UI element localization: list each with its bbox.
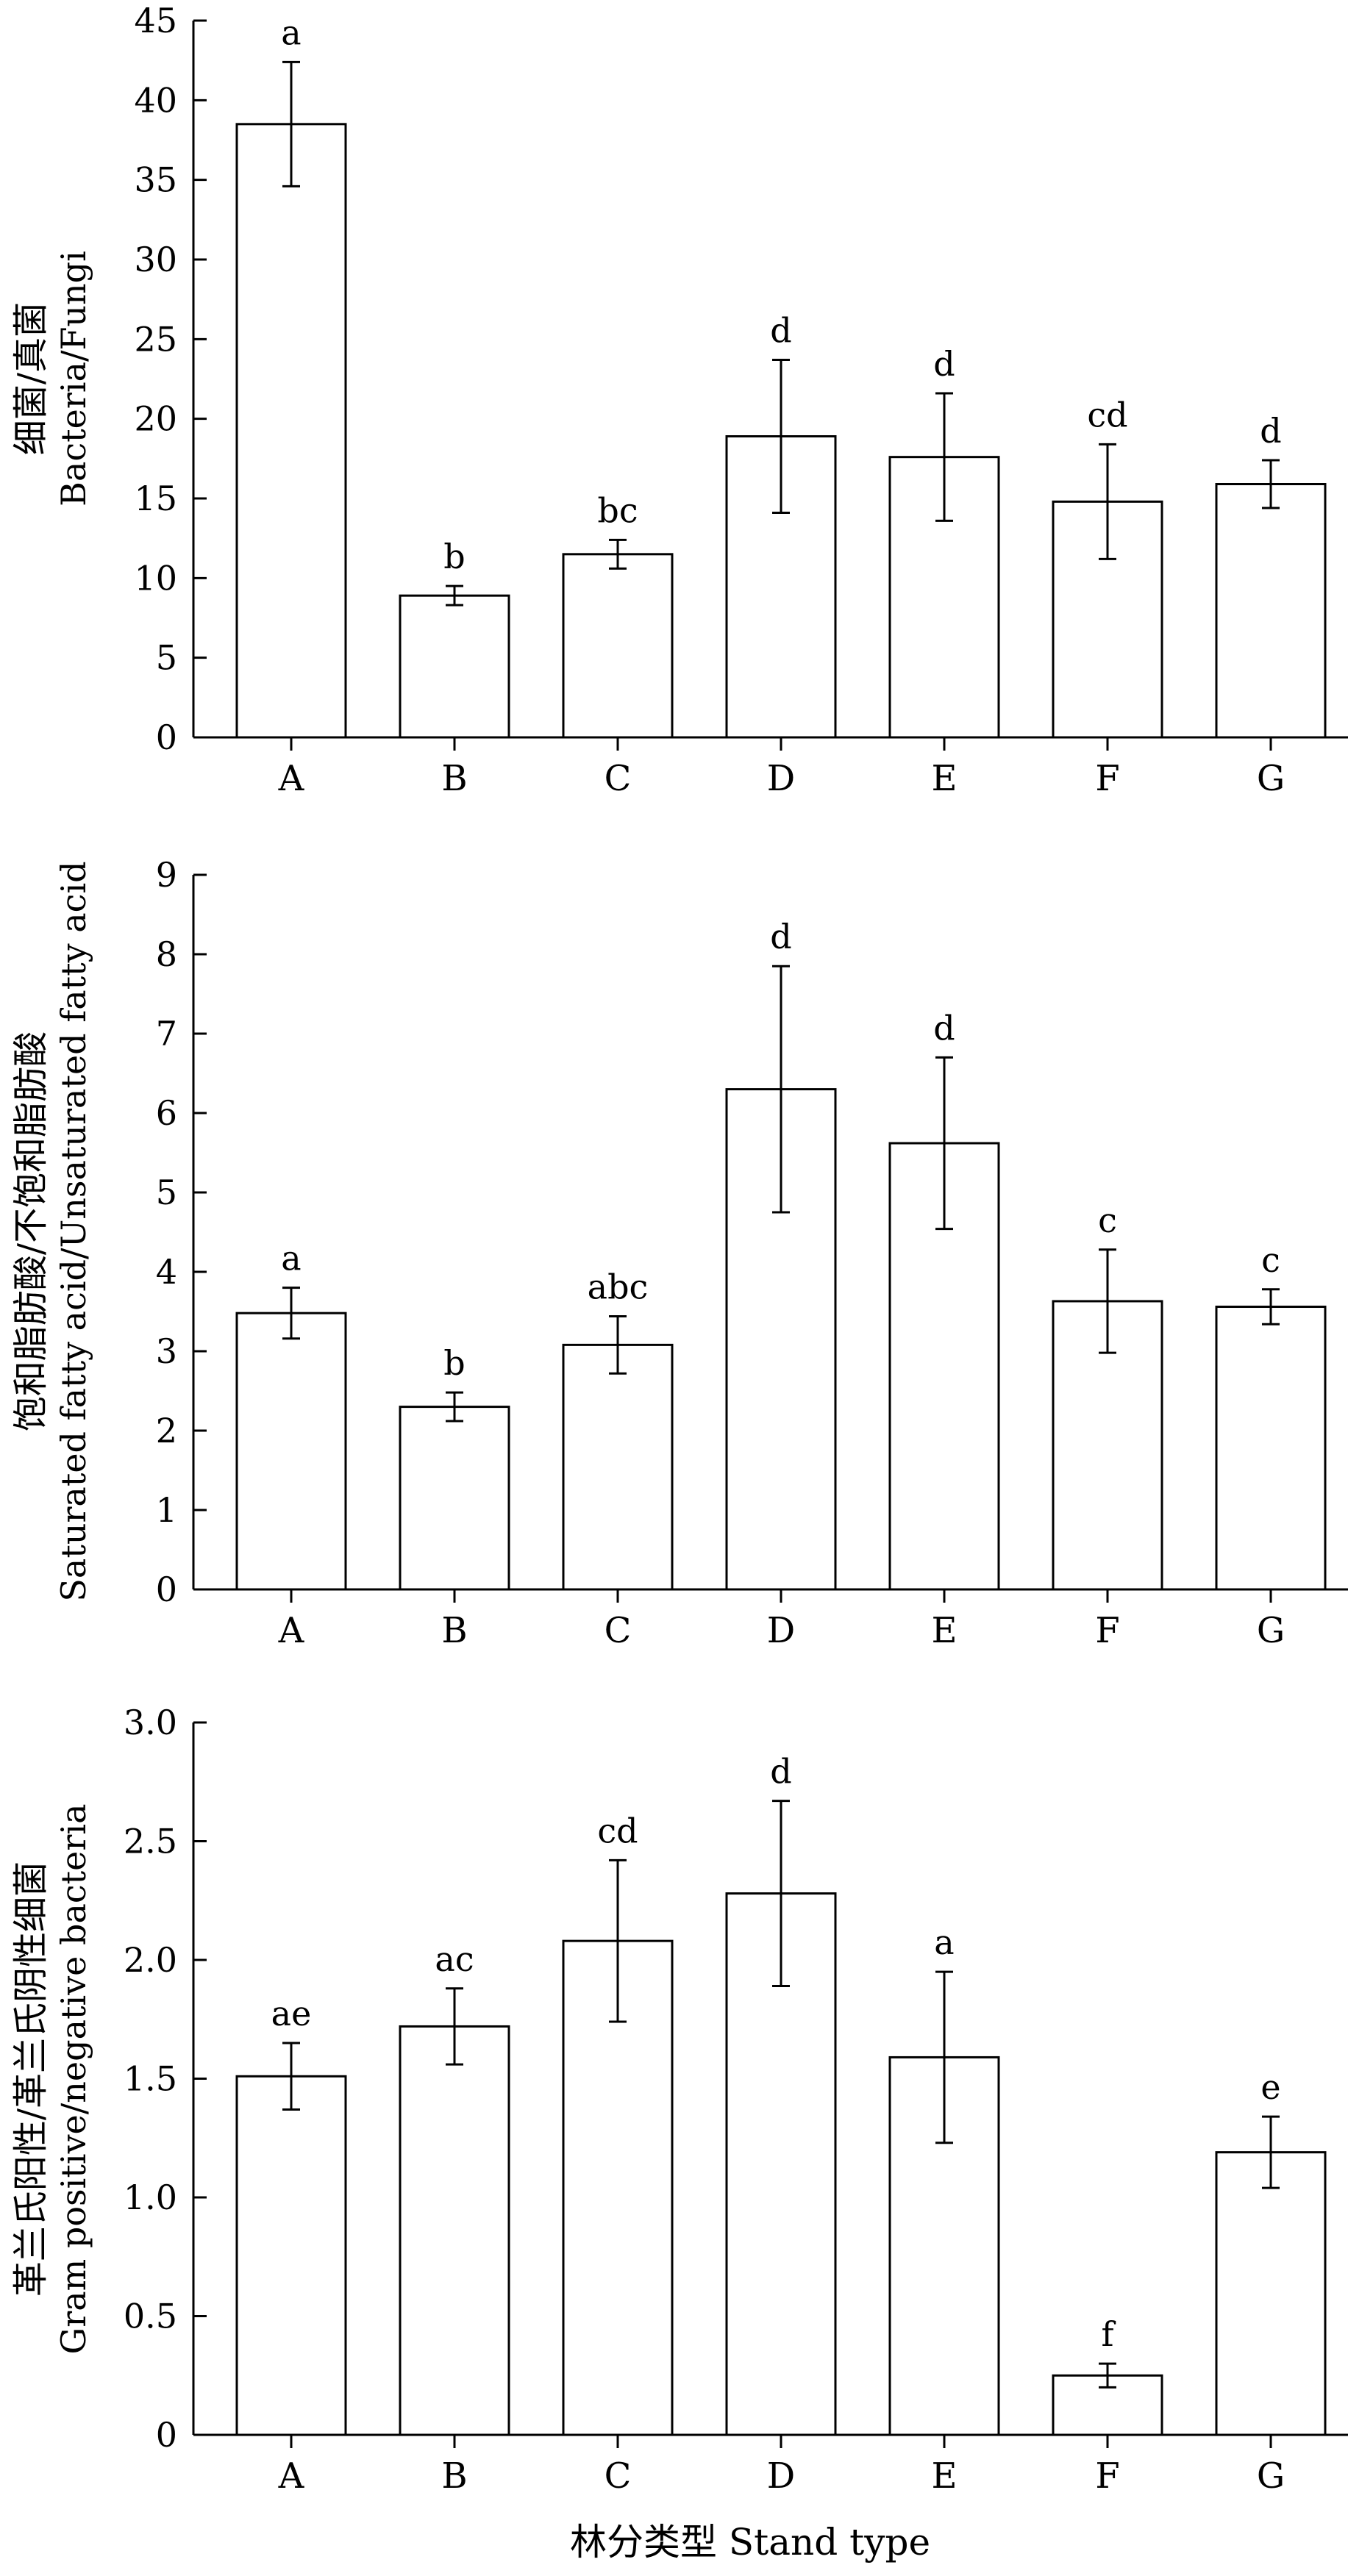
x-tick-label-B: B <box>441 2455 467 2497</box>
x-tick-label-F: F <box>1095 758 1119 799</box>
x-tick-label-D: D <box>767 758 795 799</box>
y-tick-label: 2 <box>156 1411 177 1450</box>
y-tick-label: 35 <box>134 160 177 200</box>
y-axis-label-cn: 饱和脂肪酸/不饱和脂肪酸 <box>10 1031 51 1431</box>
y-tick-label: 0 <box>156 2415 177 2455</box>
y-tick-label: 15 <box>134 479 177 518</box>
x-tick-label-G: G <box>1257 1610 1285 1651</box>
x-tick-label-C: C <box>605 758 632 799</box>
significance-label-F: cd <box>1087 395 1127 434</box>
y-axis-label-en: Gram positive/negative bacteria <box>54 1804 93 2355</box>
x-tick-label-A: A <box>278 2455 305 2497</box>
significance-label-C: bc <box>597 490 638 530</box>
x-tick-label-E: E <box>931 1610 957 1651</box>
x-tick-label-A: A <box>278 1610 305 1651</box>
x-tick-label-F: F <box>1095 1610 1119 1651</box>
chart-panel-2: 0 1 2 3 4 5 6 7 8 9 饱和脂肪酸/不饱和脂肪酸 Saturated fatty ac… <box>10 855 1348 1651</box>
significance-label-C: cd <box>597 1811 638 1850</box>
significance-label-A: a <box>281 12 301 52</box>
y-tick-label: 5 <box>156 638 177 678</box>
chart-panel-1: 0 5 10 15 20 25 30 35 40 45 细菌/真菌 Bacteria/Fungi a Ab… <box>10 1 1348 799</box>
significance-label-G: e <box>1260 2067 1280 2107</box>
y-tick-label: 0.5 <box>124 2297 177 2336</box>
bar-A <box>235 123 347 739</box>
y-tick-label: 40 <box>134 80 177 120</box>
x-tick-label-B: B <box>441 758 467 799</box>
y-tick-label: 25 <box>134 319 177 359</box>
significance-label-D: d <box>770 917 791 956</box>
x-tick-label-C: C <box>605 1610 632 1651</box>
x-tick-label-E: E <box>931 758 957 799</box>
significance-label-B: ac <box>435 1939 474 1979</box>
y-tick-label: 5 <box>156 1173 177 1212</box>
bar-B <box>399 2025 510 2436</box>
y-tick-label: 3.0 <box>124 1703 177 1742</box>
y-axis-label-en: Bacteria/Fungi <box>54 251 93 507</box>
x-tick-label-A: A <box>278 758 305 799</box>
bar-C <box>562 1939 674 2436</box>
significance-label-E: d <box>933 344 955 384</box>
bar-C <box>562 1343 674 1591</box>
bar-G <box>1215 483 1327 739</box>
y-tick-label: 6 <box>156 1093 177 1133</box>
significance-label-A: a <box>281 1239 301 1278</box>
significance-label-D: d <box>770 1752 791 1792</box>
y-tick-label: 20 <box>134 399 177 439</box>
y-tick-label: 1.5 <box>124 2059 177 2099</box>
y-tick-label: 4 <box>156 1252 177 1292</box>
bar-C <box>562 553 674 739</box>
significance-label-D: d <box>770 311 791 351</box>
y-tick-label: 45 <box>134 1 177 40</box>
significance-label-F: f <box>1101 2314 1116 2354</box>
x-tick-label-G: G <box>1257 758 1285 799</box>
significance-label-F: c <box>1098 1201 1117 1240</box>
significance-label-B: b <box>443 537 465 576</box>
x-tick-label-C: C <box>605 2455 632 2497</box>
y-tick-label: 8 <box>156 934 177 974</box>
bar-A <box>235 2075 347 2436</box>
significance-label-G: d <box>1260 411 1281 451</box>
significance-label-A: ae <box>271 1994 312 2033</box>
chart-panel-3: 0 0.5 1.0 1.5 2.0 2.5 3.0 革兰氏阳性/革兰氏阴性细菌 Gram pos… <box>10 1703 1348 2497</box>
y-tick-label: 30 <box>134 240 177 279</box>
x-tick-label-D: D <box>767 2455 795 2497</box>
y-tick-label: 9 <box>156 855 177 895</box>
y-tick-label: 1 <box>156 1490 177 1530</box>
y-tick-label: 1.0 <box>124 2178 177 2217</box>
significance-label-B: b <box>443 1343 465 1383</box>
bar-B <box>399 1406 510 1591</box>
bar-G <box>1215 1306 1327 1591</box>
bar-B <box>399 594 510 739</box>
significance-label-G: c <box>1261 1240 1280 1280</box>
x-tick-label-F: F <box>1095 2455 1119 2497</box>
x-axis-label: 林分类型 Stand type <box>570 2521 930 2564</box>
y-tick-label: 0 <box>156 718 177 757</box>
y-tick-label: 2.5 <box>124 1822 177 1861</box>
significance-label-C: abc <box>588 1267 649 1306</box>
bar-A <box>235 1312 347 1591</box>
x-tick-label-G: G <box>1257 2455 1285 2497</box>
y-axis-label-en: Saturated fatty acid/Unsaturated fatty a… <box>54 861 93 1601</box>
y-tick-label: 7 <box>156 1014 177 1053</box>
y-tick-label: 0 <box>156 1570 177 1609</box>
x-tick-label-B: B <box>441 1610 467 1651</box>
significance-label-E: a <box>934 1922 954 1962</box>
bar-G <box>1215 2151 1327 2436</box>
x-tick-label-D: D <box>767 1610 795 1651</box>
y-tick-label: 3 <box>156 1331 177 1371</box>
y-tick-label: 10 <box>134 558 177 598</box>
y-tick-label: 2.0 <box>124 1940 177 1980</box>
x-tick-label-E: E <box>931 2455 957 2497</box>
y-axis-label-cn: 细菌/真菌 <box>10 302 51 455</box>
significance-label-E: d <box>933 1008 955 1048</box>
y-axis-label-cn: 革兰氏阳性/革兰氏阴性细菌 <box>10 1861 51 2297</box>
